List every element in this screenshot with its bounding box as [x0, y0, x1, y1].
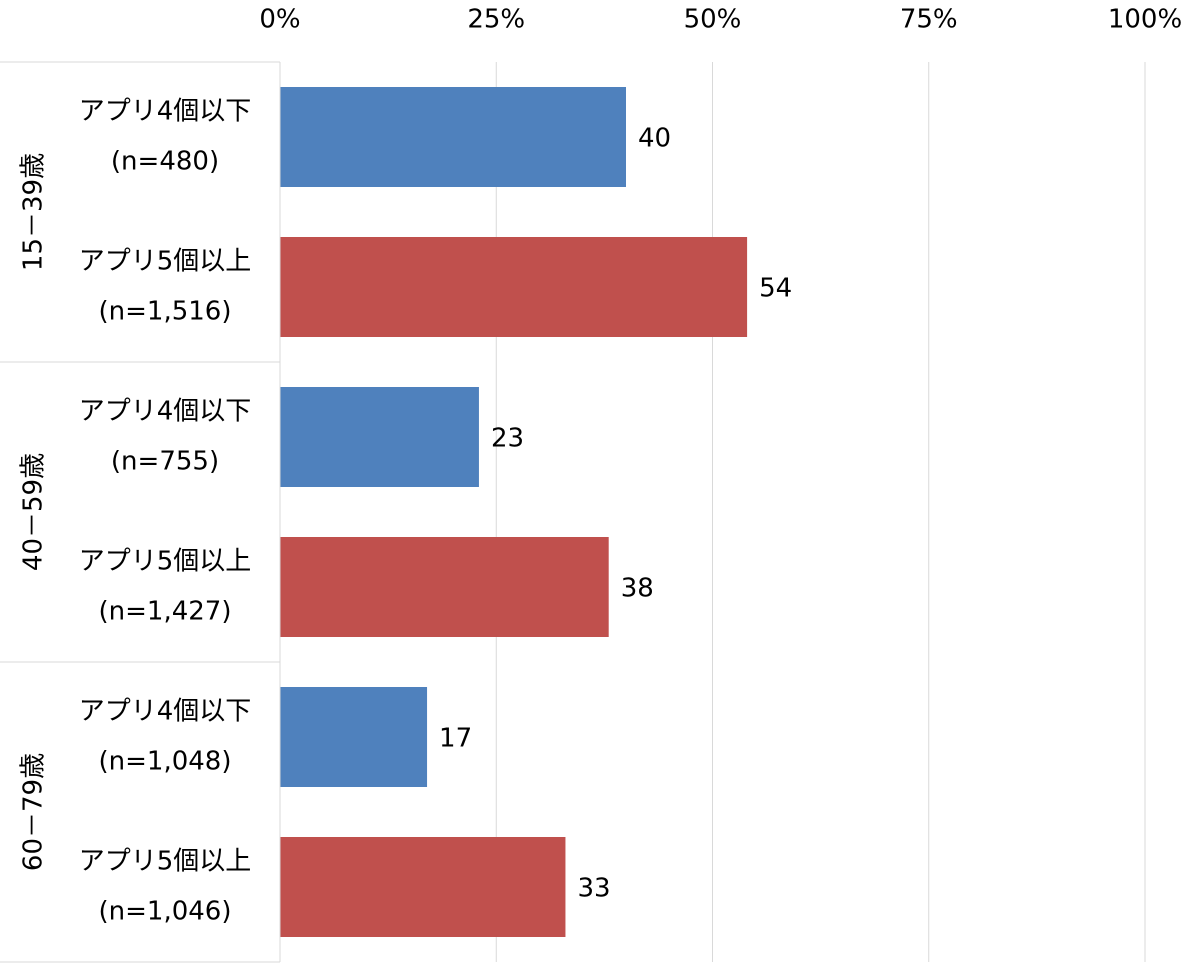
bar [280, 387, 479, 487]
category-label: アプリ4個以下 [79, 397, 252, 427]
category-label: アプリ5個以上 [79, 847, 252, 877]
bar [280, 537, 609, 637]
group-label: 40－59歳 [19, 453, 49, 571]
bar [280, 87, 626, 187]
x-tick-label: 100% [1108, 5, 1182, 35]
bar [280, 687, 428, 787]
value-label: 40 [638, 124, 671, 154]
category-label: アプリ4個以下 [79, 697, 252, 727]
category-label: アプリ4個以下 [79, 97, 252, 127]
x-tick-label: 0% [259, 5, 300, 35]
category-label: (n=480) [111, 147, 219, 177]
bar [280, 237, 748, 337]
value-label: 17 [439, 724, 472, 754]
value-label: 23 [491, 424, 524, 454]
x-tick-label: 75% [900, 5, 958, 35]
value-label: 38 [621, 574, 654, 604]
bar [280, 837, 566, 937]
value-label: 54 [759, 274, 792, 304]
group-label: 15－39歳 [19, 153, 49, 271]
category-label: (n=1,048) [99, 747, 232, 777]
x-tick-label: 25% [467, 5, 525, 35]
group-label: 60－79歳 [19, 753, 49, 871]
category-label: アプリ5個以上 [79, 247, 252, 277]
category-label: (n=755) [111, 447, 219, 477]
x-tick-label: 50% [684, 5, 742, 35]
category-label: (n=1,427) [99, 597, 232, 627]
value-label: 33 [577, 874, 610, 904]
category-label: (n=1,046) [99, 897, 232, 927]
category-label: (n=1,516) [99, 297, 232, 327]
category-label: アプリ5個以上 [79, 547, 252, 577]
